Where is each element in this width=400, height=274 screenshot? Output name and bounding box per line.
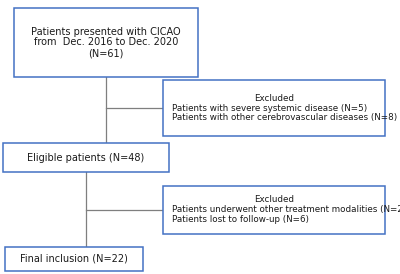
Text: Excluded: Excluded [254,94,294,103]
Text: Final inclusion (N=22): Final inclusion (N=22) [20,254,128,264]
Bar [163,186,385,233]
Bar [3,143,169,172]
Text: Patients lost to follow-up (N=6): Patients lost to follow-up (N=6) [172,215,309,224]
Bar [14,7,198,77]
Text: from  Dec. 2016 to Dec. 2020: from Dec. 2016 to Dec. 2020 [34,38,178,47]
Text: Patients presented with CICAO: Patients presented with CICAO [31,27,181,37]
Text: Eligible patients (N=48): Eligible patients (N=48) [27,153,145,162]
Text: Patients with severe systemic disease (N=5): Patients with severe systemic disease (N… [172,104,367,113]
Text: Excluded: Excluded [254,195,294,204]
Text: (N=61): (N=61) [88,48,124,58]
Bar [163,80,385,136]
Text: Patients with other cerebrovascular diseases (N=8): Patients with other cerebrovascular dise… [172,113,397,122]
Bar [5,247,143,271]
Text: Patients underwent other treatment modalities (N=20): Patients underwent other treatment modal… [172,205,400,214]
